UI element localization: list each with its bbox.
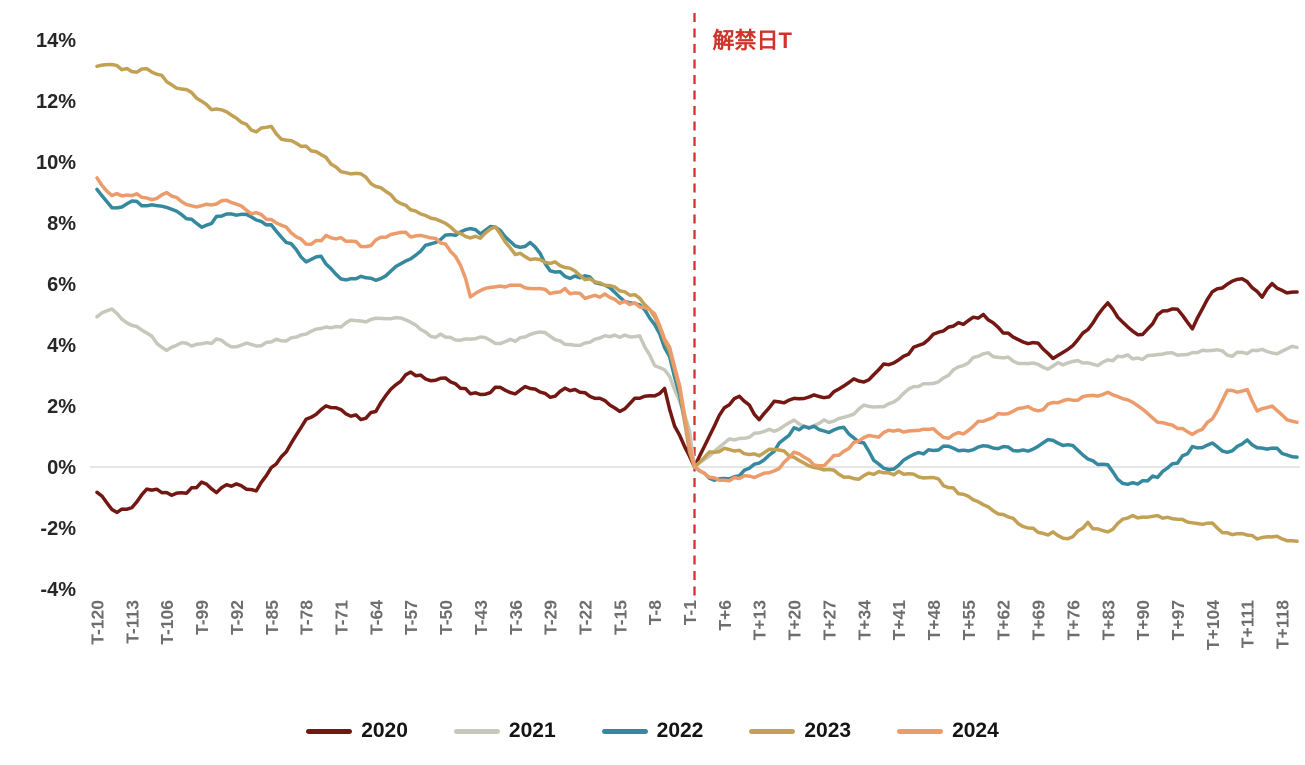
x-axis-tick-label: T+34 xyxy=(854,600,874,641)
x-axis-tick-label: T+76 xyxy=(1063,600,1083,641)
x-axis-tick-label: T+6 xyxy=(715,600,735,631)
y-axis-tick-label: 0% xyxy=(47,457,76,479)
y-axis-tick-label: 2% xyxy=(47,396,76,418)
y-axis-tick-label: 8% xyxy=(47,213,76,235)
x-axis-tick-label: T-99 xyxy=(192,600,212,635)
x-axis-tick-label: T+13 xyxy=(750,600,770,641)
legend-label-2021: 2021 xyxy=(508,719,556,742)
y-axis-tick-label: -2% xyxy=(40,518,76,540)
x-axis-tick-label: T-1 xyxy=(680,600,700,626)
x-axis-tick-label: T+104 xyxy=(1203,600,1223,650)
y-axis-tick-label: 10% xyxy=(36,152,76,174)
x-axis-tick-label: T+62 xyxy=(994,600,1014,641)
y-axis-tick-label: 14% xyxy=(36,30,76,52)
legend-label-2022: 2022 xyxy=(656,719,704,742)
y-axis-tick-label: 6% xyxy=(47,274,76,296)
x-axis-tick-label: T+97 xyxy=(1168,600,1188,640)
x-axis-tick-label: T-29 xyxy=(541,600,561,635)
legend-swatch-2024 xyxy=(897,728,944,734)
legend-swatch-2020 xyxy=(306,728,353,734)
legend-swatch-2023 xyxy=(749,728,796,734)
x-axis-tick-label: T-120 xyxy=(88,600,108,645)
legend-item-2021: 2021 xyxy=(453,719,556,743)
x-axis-tick-label: T-85 xyxy=(262,600,282,635)
y-axis-tick-label: -4% xyxy=(40,579,76,601)
series-line-2023 xyxy=(95,62,1299,544)
x-axis-tick-label: T+69 xyxy=(1029,600,1049,641)
legend-label-2020: 2020 xyxy=(361,719,408,742)
x-axis-tick-label: T-78 xyxy=(297,600,317,635)
x-axis-tick-label: T-64 xyxy=(366,600,386,635)
x-axis-tick-label: T-36 xyxy=(506,600,526,635)
legend-item-2020: 2020 xyxy=(306,719,408,743)
series-line-2021 xyxy=(95,307,1299,469)
x-axis-tick-label: T-113 xyxy=(122,600,142,644)
x-axis-tick-label: T-50 xyxy=(436,600,456,635)
x-axis-tick-label: T-15 xyxy=(610,600,630,635)
series-line-2020 xyxy=(95,277,1299,515)
x-axis-tick-label: T+27 xyxy=(819,600,839,640)
x-axis-tick-label: T+20 xyxy=(785,600,805,641)
x-axis-tick-label: T-92 xyxy=(227,600,247,635)
x-axis-tick-label: T-106 xyxy=(157,600,177,645)
x-axis-tick-label: T+111 xyxy=(1238,600,1258,648)
legend-item-2022: 2022 xyxy=(601,719,704,743)
x-axis-tick-label: T+118 xyxy=(1273,600,1293,649)
series-line-2024 xyxy=(95,176,1299,483)
x-axis-tick-label: T-71 xyxy=(331,600,351,635)
x-axis-tick-label: T+90 xyxy=(1133,600,1153,641)
x-axis-tick-label: T-8 xyxy=(645,600,665,626)
x-axis-tick-label: T-22 xyxy=(575,600,595,635)
legend-item-2024: 2024 xyxy=(897,719,999,743)
x-axis-tick-label: T-43 xyxy=(471,600,491,635)
y-axis-tick-label: 4% xyxy=(47,335,76,357)
y-axis-tick-label: 12% xyxy=(36,91,76,113)
legend-swatch-2022 xyxy=(601,728,648,734)
chart-legend: 2020 2021 2022 2023 2024 xyxy=(0,719,1305,743)
legend-item-2023: 2023 xyxy=(749,719,851,743)
legend-label-2024: 2024 xyxy=(952,719,999,742)
x-axis-tick-label: T+55 xyxy=(959,600,979,641)
x-axis-tick-label: T+48 xyxy=(924,600,944,641)
x-axis-tick-label: T+41 xyxy=(889,600,909,641)
x-axis-tick-label: T+83 xyxy=(1098,600,1118,641)
x-axis-tick-label: T-57 xyxy=(401,600,421,635)
legend-swatch-2021 xyxy=(453,728,500,734)
series-line-2022 xyxy=(95,187,1299,487)
legend-label-2023: 2023 xyxy=(804,719,852,742)
unlock-day-annotation: 解禁日T xyxy=(713,28,793,53)
